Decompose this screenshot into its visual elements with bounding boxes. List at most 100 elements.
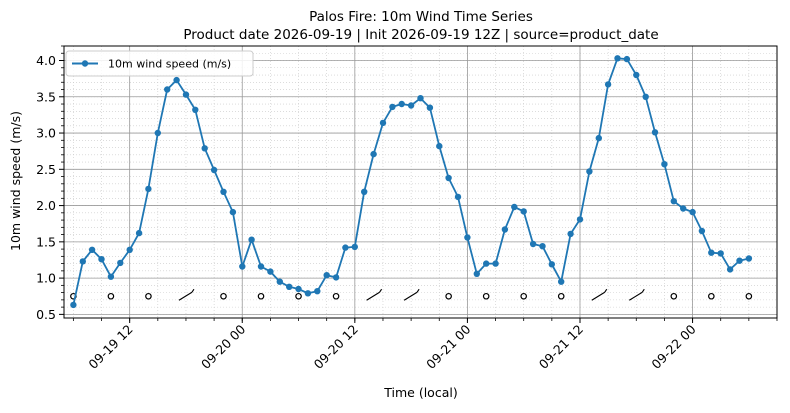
data-point	[736, 257, 743, 264]
x-tick-label: 09-20 12	[311, 322, 361, 372]
data-point	[239, 263, 246, 270]
y-axis-label: 10m wind speed (m/s)	[8, 111, 23, 251]
data-point	[332, 274, 340, 281]
data-point	[70, 301, 77, 309]
calm-wind-circle	[520, 292, 527, 300]
data-point	[379, 119, 387, 127]
data-point	[464, 234, 471, 241]
data-point	[651, 129, 659, 136]
data-point	[501, 226, 509, 233]
data-point	[286, 283, 293, 290]
calm-wind-circle	[295, 292, 302, 300]
data-point	[595, 134, 602, 142]
data-point	[473, 270, 480, 277]
legend-label: 10m wind speed (m/s)	[108, 58, 231, 71]
x-tick-label: 09-22 00	[648, 321, 698, 371]
calm-wind-circle	[557, 292, 565, 300]
data-point	[257, 263, 265, 270]
x-tick-label: 09-19 12	[85, 322, 135, 372]
data-point	[107, 273, 115, 280]
data-point	[520, 208, 527, 215]
data-point	[642, 93, 649, 101]
data-point	[304, 290, 312, 297]
data-point	[436, 142, 443, 150]
data-point	[511, 203, 518, 211]
data-point	[558, 278, 565, 285]
data-point	[98, 256, 105, 263]
data-point	[407, 102, 415, 109]
data-point	[248, 236, 255, 243]
y-tick-label: 2.0	[36, 198, 56, 213]
y-tick-label: 3.5	[36, 89, 56, 104]
data-point	[164, 86, 171, 93]
legend: 10m wind speed (m/s)	[65, 50, 254, 77]
calm-wind-circle	[708, 292, 715, 300]
data-point	[614, 55, 621, 62]
data-point	[445, 174, 452, 182]
data-point	[417, 95, 424, 102]
data-point	[295, 285, 302, 293]
chart-subtitle: Product date 2026-09-19 | Init 2026-09-1…	[183, 27, 658, 43]
wind-barb	[591, 288, 608, 301]
calm-wind-circle	[107, 292, 115, 300]
wind-barbs	[70, 288, 753, 301]
data-point	[173, 76, 180, 84]
data-point	[126, 246, 133, 253]
wind-barb	[403, 288, 420, 301]
data-point	[483, 260, 490, 267]
data-point	[717, 250, 724, 257]
series-layer	[70, 55, 753, 309]
data-point	[529, 240, 537, 248]
legend-marker-swatch	[81, 60, 89, 67]
data-point	[389, 103, 396, 111]
data-point	[314, 288, 321, 295]
data-point	[539, 243, 546, 250]
calm-wind-circle	[482, 292, 490, 300]
data-point	[88, 246, 96, 253]
calm-wind-circle	[445, 292, 452, 300]
legend-box	[65, 50, 254, 77]
data-point	[351, 243, 358, 251]
x-axis-label: Time (local)	[383, 385, 457, 400]
data-point	[670, 198, 677, 205]
data-point	[361, 188, 368, 195]
y-tick-label: 3.0	[36, 126, 56, 141]
data-point	[567, 230, 574, 238]
data-point	[267, 268, 274, 275]
data-point	[342, 244, 349, 251]
y-tick-label: 4.0	[36, 53, 56, 68]
data-point	[210, 166, 218, 174]
y-tick-label: 1.5	[36, 234, 56, 249]
data-point	[79, 258, 87, 265]
calm-wind-circle	[745, 292, 753, 300]
data-point	[370, 150, 377, 158]
data-point	[182, 91, 190, 98]
y-tick-label: 0.5	[36, 307, 56, 322]
data-point	[586, 168, 593, 175]
calm-wind-circle	[670, 292, 678, 300]
x-tick-label: 09-20 00	[198, 321, 248, 371]
grid	[64, 45, 778, 318]
data-point	[229, 208, 237, 216]
data-point	[154, 129, 161, 137]
calm-wind-circle	[332, 292, 340, 300]
axes: 0.5 1.0 1.5 2.0 2.5 3.0 3.5 4.0 09-19 12 09-20 00…	[36, 45, 778, 372]
data-point	[633, 71, 640, 79]
data-point	[398, 100, 405, 108]
data-point	[145, 185, 152, 193]
calm-wind-circle	[257, 292, 265, 300]
data-point	[623, 55, 631, 63]
data-point	[689, 208, 696, 216]
data-point	[201, 145, 208, 152]
data-point	[726, 266, 734, 273]
wind-barb	[366, 288, 383, 301]
data-point	[192, 106, 199, 114]
data-point	[323, 272, 330, 279]
data-point	[220, 188, 227, 195]
data-point	[492, 260, 499, 267]
data-point	[745, 255, 753, 262]
x-tick-label: 09-21 12	[536, 322, 586, 372]
data-point	[698, 227, 706, 235]
data-point	[680, 205, 687, 212]
